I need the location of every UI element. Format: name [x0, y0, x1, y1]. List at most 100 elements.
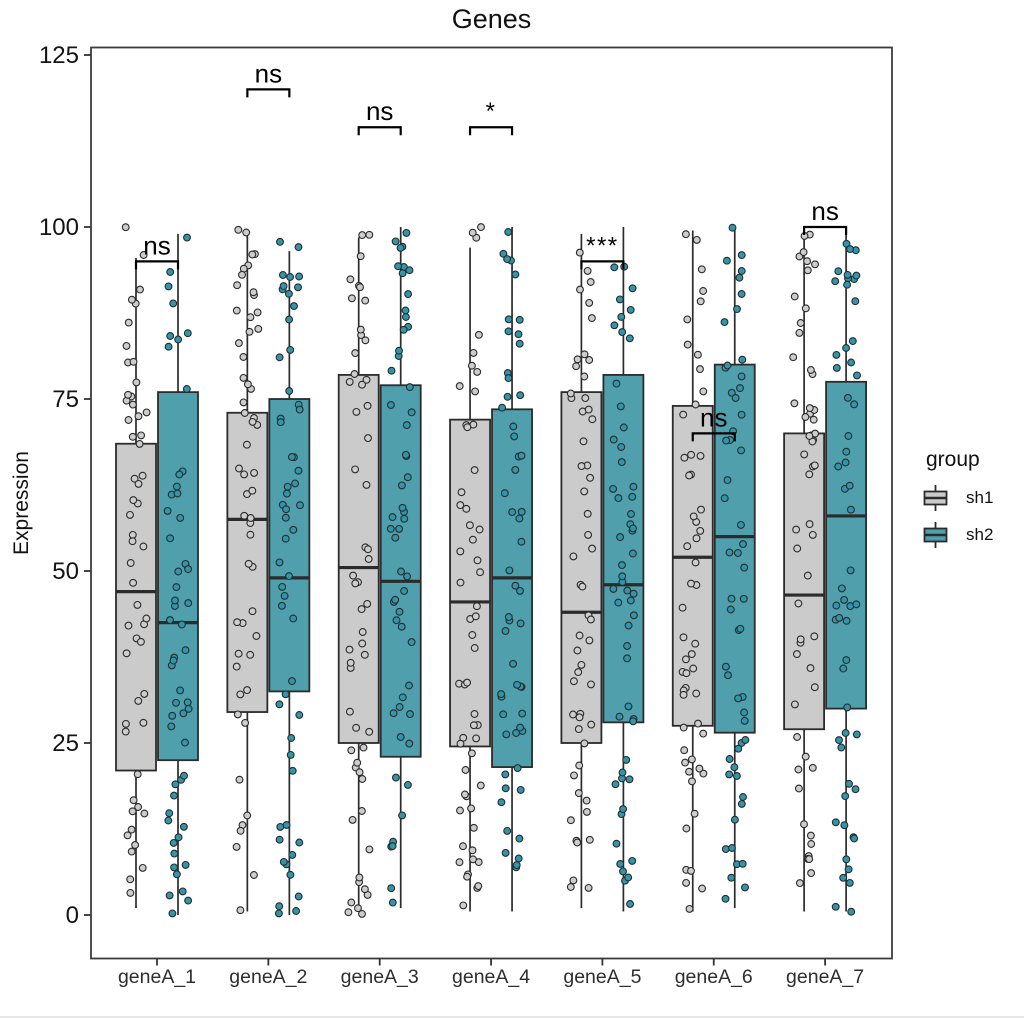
bottom-edge-divider	[0, 1016, 1024, 1018]
jitter-point	[618, 328, 627, 337]
jitter-point	[281, 534, 290, 543]
jitter-point	[584, 883, 593, 892]
jitter-point	[722, 256, 731, 265]
jitter-point	[397, 567, 405, 576]
jitter-point	[810, 683, 819, 692]
jitter-point	[166, 268, 175, 276]
jitter-point	[177, 620, 186, 629]
jitter-point	[233, 710, 242, 719]
jitter-point	[586, 473, 595, 482]
jitter-point	[517, 537, 526, 546]
jitter-point	[616, 402, 625, 411]
jitter-point	[127, 825, 136, 834]
jitter-point	[282, 489, 291, 498]
jitter-point	[137, 431, 146, 440]
jitter-point	[123, 831, 132, 840]
jitter-point	[790, 399, 799, 408]
jitter-point	[623, 642, 632, 650]
jitter-point	[696, 297, 705, 306]
jitter-point	[574, 668, 583, 677]
jitter-point	[355, 768, 364, 777]
jitter-point	[850, 400, 859, 409]
jitter-point	[735, 273, 744, 282]
jitter-point	[793, 733, 802, 741]
jitter-point	[679, 633, 688, 642]
jitter-point	[503, 392, 512, 401]
jitter-point	[232, 662, 241, 671]
jitter-point	[580, 487, 589, 496]
jitter-point	[361, 296, 370, 305]
legend-rows: sh1 sh2	[922, 484, 993, 549]
jitter-point	[174, 567, 183, 576]
jitter-point	[679, 410, 688, 419]
jitter-point	[678, 603, 687, 612]
jitter-point	[365, 845, 374, 854]
jitter-point	[615, 295, 624, 304]
jitter-point	[696, 526, 705, 535]
jitter-point	[287, 734, 296, 742]
jitter-point	[364, 545, 372, 554]
jitter-point	[243, 380, 252, 389]
jitter-point	[842, 656, 851, 665]
jitter-point	[737, 267, 746, 275]
jitter-point	[232, 842, 241, 851]
jitter-point	[837, 743, 846, 752]
jitter-point	[460, 790, 469, 799]
jitter-point	[844, 865, 853, 874]
jitter-point	[852, 271, 861, 280]
jitter-point	[843, 270, 852, 279]
jitter-point	[246, 514, 255, 522]
jitter-point	[477, 223, 485, 232]
jitter-point	[732, 772, 741, 780]
jitter-point	[609, 435, 618, 444]
legend-item-label: sh1	[966, 488, 994, 507]
jitter-point	[397, 481, 406, 490]
jitter-point	[122, 341, 131, 350]
jitter-point	[517, 451, 526, 460]
jitter-point	[843, 703, 852, 712]
jitter-point	[619, 805, 628, 814]
jitter-point	[805, 855, 814, 864]
jitter-point	[842, 447, 851, 456]
jitter-point	[609, 584, 618, 593]
jitter-point	[397, 622, 406, 631]
jitter-point	[233, 618, 242, 627]
jitter-point	[388, 898, 397, 907]
boxplot-geneA_2-sh2-box	[268, 398, 311, 693]
jitter-point	[794, 765, 803, 774]
jitter-point	[573, 646, 582, 655]
jitter-point	[242, 228, 251, 237]
jitter-point	[586, 615, 595, 624]
sig-bracket-geneA_1	[134, 260, 180, 270]
jitter-point	[805, 404, 814, 413]
jitter-point	[168, 909, 177, 918]
jitter-point	[626, 596, 635, 605]
jitter-point	[405, 383, 414, 392]
jitter-point	[629, 524, 637, 533]
jitter-point	[504, 315, 513, 324]
jitter-point	[741, 736, 750, 744]
jitter-point	[730, 763, 739, 772]
jitter-point	[243, 686, 252, 695]
jitter-point	[842, 239, 851, 248]
jitter-point	[730, 815, 739, 824]
jitter-point	[689, 664, 698, 673]
jitter-point	[616, 860, 625, 868]
jitter-point	[618, 561, 626, 570]
jitter-point	[347, 746, 356, 755]
jitter-point	[469, 348, 478, 357]
sig-label-geneA_6: ns	[700, 402, 727, 432]
jitter-point	[236, 690, 245, 699]
jitter-point	[170, 849, 179, 858]
jitter-point	[468, 228, 477, 237]
jitter-point	[173, 489, 182, 498]
jitter-point	[129, 578, 138, 587]
jitter-point	[805, 470, 814, 479]
jitter-point	[685, 471, 694, 480]
jitter-point	[139, 542, 148, 551]
jitter-point	[503, 826, 512, 835]
jitter-point	[132, 378, 141, 387]
jitter-point	[395, 346, 403, 355]
jitter-point	[407, 638, 416, 647]
jitter-point	[806, 831, 815, 840]
